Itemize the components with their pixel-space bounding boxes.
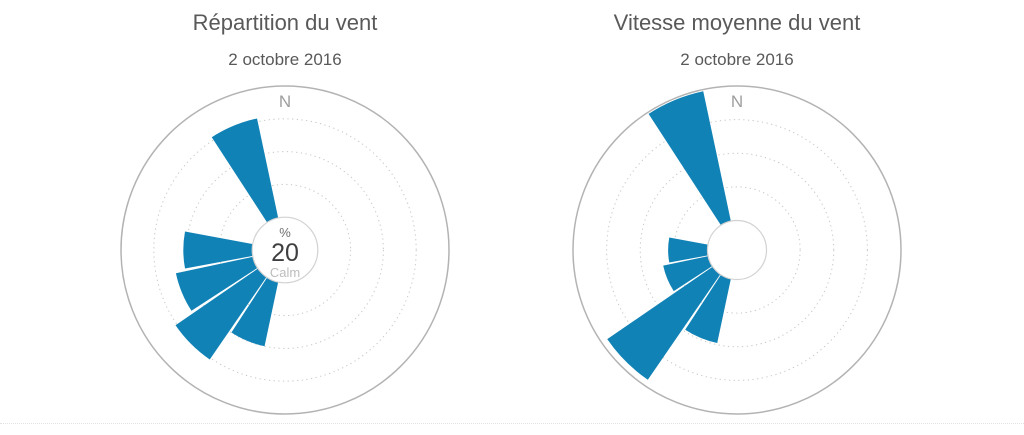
sector-wedge-w	[183, 231, 285, 269]
sector-wedge-nnw	[211, 118, 285, 251]
grid-ring-3	[153, 118, 417, 382]
sector-wedge-sw	[607, 250, 737, 380]
center-hole	[251, 216, 319, 284]
grid-ring-2	[186, 151, 384, 349]
sector-wedge-w	[668, 237, 737, 263]
wind-rose-chart-mean-speed: N	[572, 85, 902, 415]
center-calm-caption: Calm	[270, 265, 300, 280]
charts-row: Répartition du vent 2 octobre 2016 N % 2…	[75, 0, 947, 420]
bottom-dotted-divider	[0, 423, 1024, 424]
chart-subtitle-mean-speed: 2 octobre 2016	[680, 50, 794, 69]
outer-circle	[120, 85, 450, 415]
center-percent-unit: %	[279, 225, 291, 240]
grid-ring-1	[218, 183, 352, 317]
center-hole	[706, 219, 768, 281]
north-label: N	[279, 92, 291, 111]
wind-rose-panel-distribution: Répartition du vent 2 octobre 2016 N % 2…	[75, 0, 495, 420]
center-calm-value: 20	[271, 239, 299, 267]
sector-wedge-nnw	[648, 91, 737, 250]
wind-rose-chart-distribution: N % 20 Calm	[120, 85, 450, 415]
north-label: N	[731, 92, 743, 111]
grid-ring-3	[606, 119, 868, 381]
chart-title-distribution: Répartition du vent	[192, 10, 378, 35]
grid-ring-2	[639, 152, 835, 348]
chart-subtitle-distribution: 2 octobre 2016	[228, 50, 342, 69]
wind-rose-panel-mean-speed: Vitesse moyenne du vent 2 octobre 2016 N	[527, 0, 947, 420]
chart-title-mean-speed: Vitesse moyenne du vent	[613, 10, 861, 35]
sector-wedge-sw	[175, 250, 285, 360]
outer-circle	[572, 85, 902, 415]
